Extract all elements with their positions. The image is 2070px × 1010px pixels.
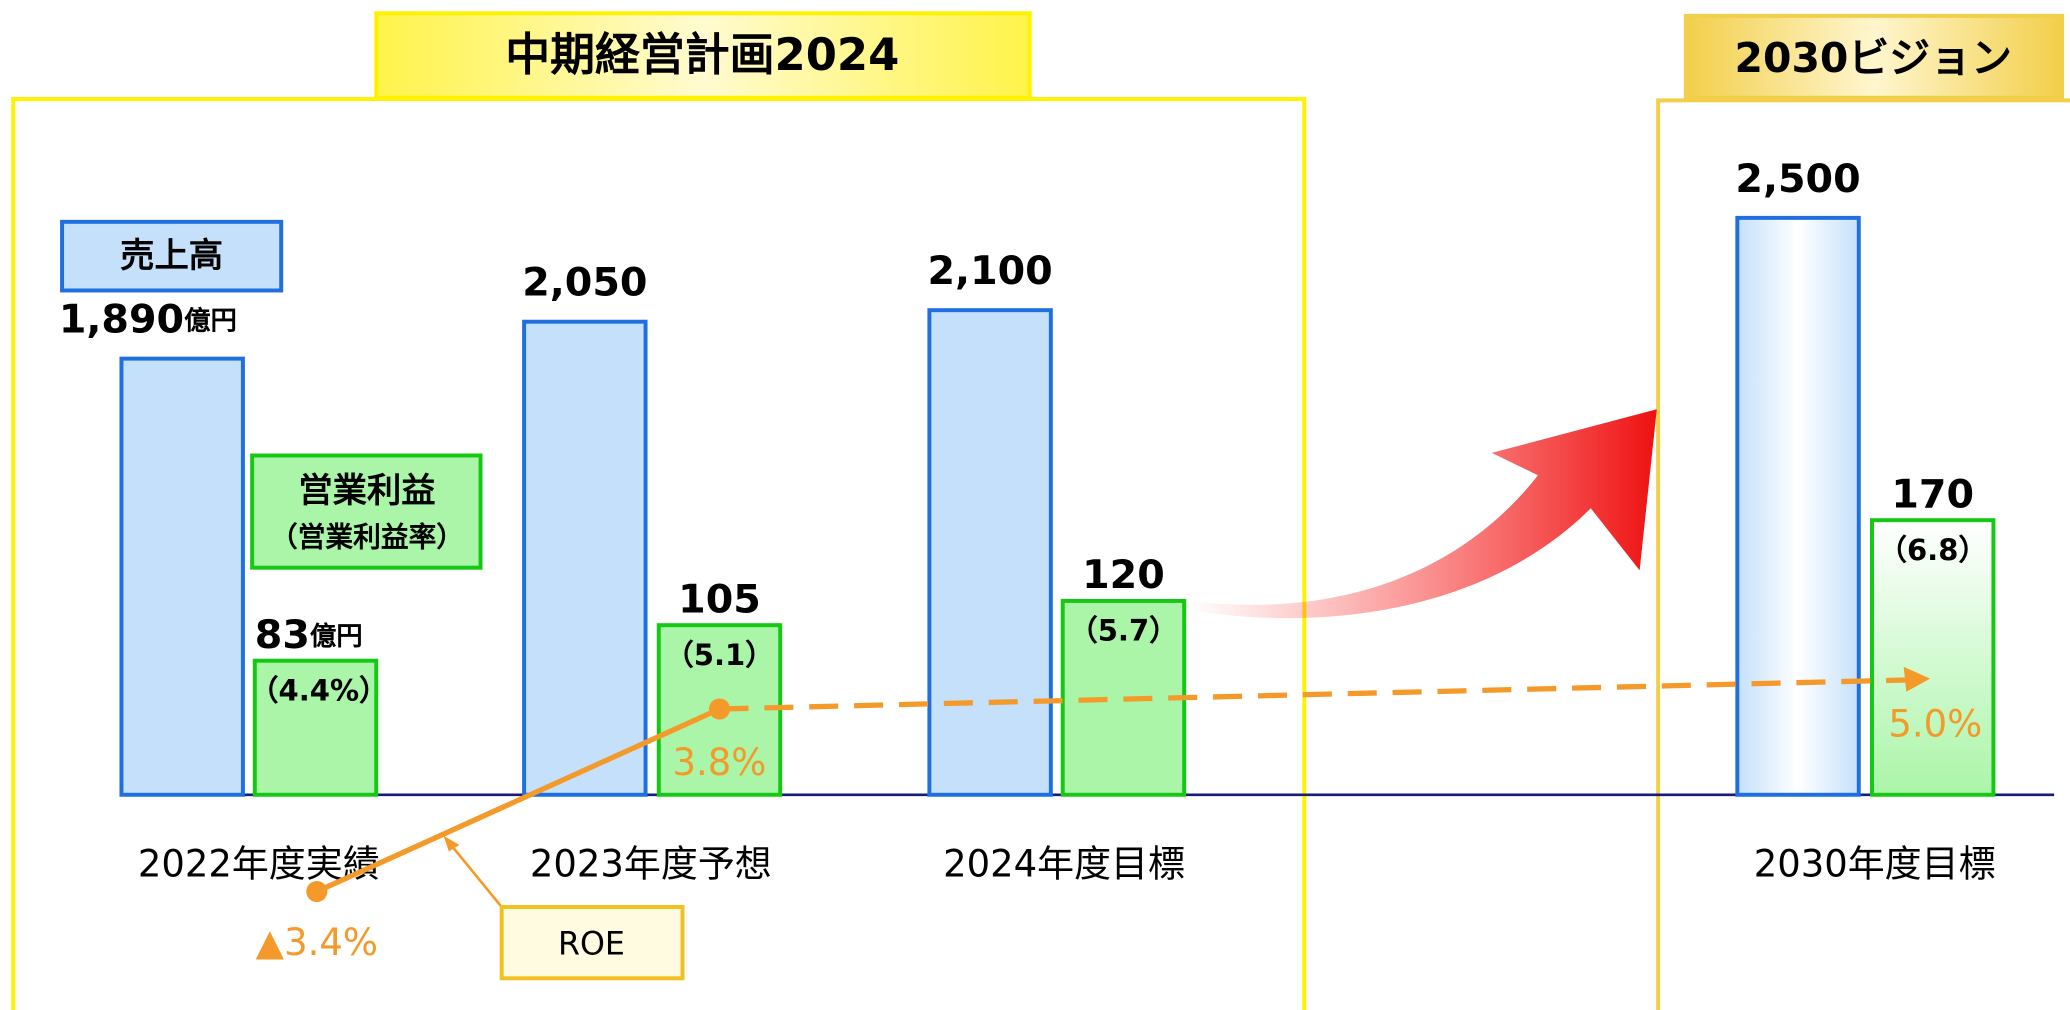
- banner: [1683, 13, 2065, 100]
- roe-label: 3.8%: [673, 741, 767, 784]
- x-tick-label: 2022年度実績: [138, 843, 380, 886]
- x-tick-label: 2023年度予想: [530, 843, 772, 886]
- unit: 億円: [310, 620, 363, 651]
- sales-bar: [1735, 215, 1861, 797]
- legend-label: ROE: [558, 926, 625, 962]
- profit-value-label: 120: [1082, 552, 1165, 598]
- pointer: [447, 841, 503, 908]
- unit: 億円: [184, 305, 237, 336]
- profit-value-label: 170: [1891, 471, 1974, 517]
- frame: [1656, 98, 2070, 1010]
- sales-value-label: 1,890億円: [59, 296, 237, 342]
- sales-bar: [927, 308, 1053, 797]
- profit-value-label: 105: [678, 576, 761, 622]
- group-title: 中期経営計画2024: [505, 28, 899, 81]
- x-tick-label: 2030年度目標: [1754, 843, 1996, 886]
- roe-line: [315, 706, 721, 894]
- value: 170: [1891, 471, 1974, 517]
- value: 2,500: [1735, 155, 1860, 201]
- roe-arrowhead: [1903, 666, 1931, 692]
- margin-label: （5.1）: [665, 638, 775, 672]
- banner: [374, 11, 1032, 100]
- sales-value-label: 2,050: [522, 259, 647, 305]
- growth-arrow: [1188, 409, 1657, 619]
- roe-point: [306, 880, 328, 903]
- value: 2,100: [927, 248, 1052, 294]
- roe-projection: [719, 677, 1910, 712]
- roe-label: 5.0%: [1888, 703, 1982, 746]
- roe-point: [708, 698, 731, 720]
- margin-label: （4.4%）: [250, 673, 389, 707]
- profit-bar: [252, 658, 379, 797]
- x-tick-label: 2024年度目標: [943, 843, 1185, 886]
- margin-label: （6.8）: [1878, 533, 1988, 567]
- roe-label: ▲3.4%: [256, 921, 378, 964]
- value: 105: [678, 576, 761, 622]
- value: 83: [255, 611, 310, 657]
- profit-bar: [1869, 518, 1996, 797]
- legend-box: [499, 905, 685, 981]
- sales-bar: [522, 319, 648, 797]
- legend-box: [250, 453, 483, 570]
- legend-sublabel: （営業利益率）: [270, 521, 464, 554]
- profit-value-label: 83億円: [255, 611, 363, 657]
- legend-label: 営業利益: [298, 471, 435, 511]
- sales-value-label: 2,100: [927, 248, 1052, 294]
- value: 1,890: [59, 296, 184, 342]
- legend-label: 売上高: [120, 236, 223, 276]
- margin-label: （5.7）: [1069, 614, 1179, 648]
- value: 120: [1082, 552, 1165, 598]
- group-title: 2030ビジョン: [1735, 34, 2012, 82]
- legend-box: [60, 219, 284, 293]
- pointer-head: [443, 835, 460, 852]
- sales-bar: [119, 356, 245, 797]
- sales-value-label: 2,500: [1735, 155, 1860, 201]
- value: 2,050: [522, 259, 647, 305]
